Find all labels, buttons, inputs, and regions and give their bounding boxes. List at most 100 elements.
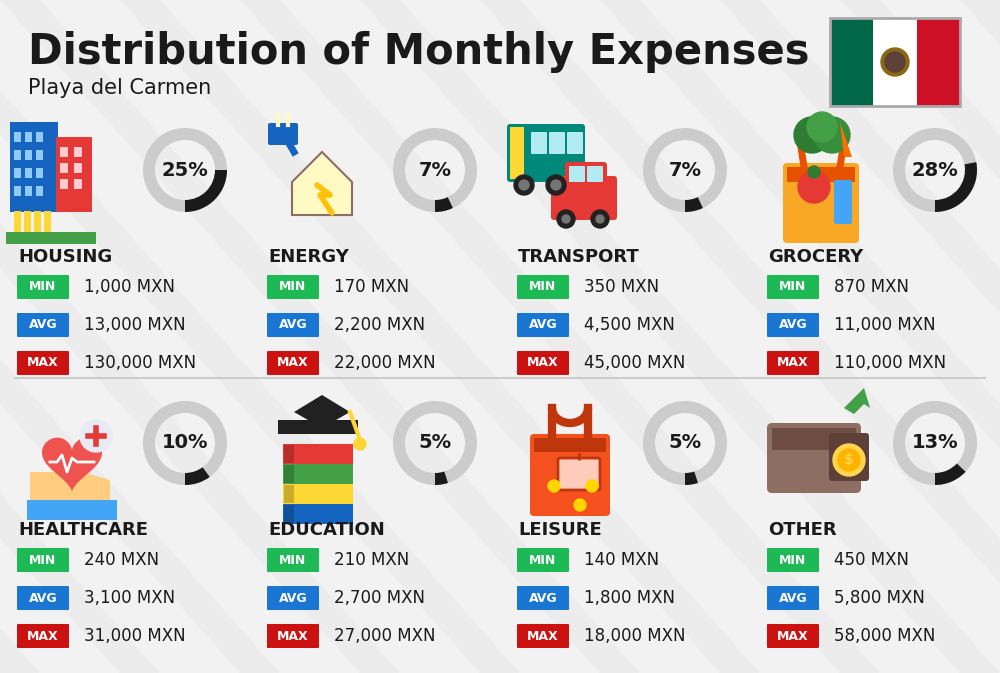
- Text: 2,700 MXN: 2,700 MXN: [334, 589, 425, 607]
- Text: MIN: MIN: [529, 553, 557, 567]
- FancyBboxPatch shape: [44, 211, 51, 233]
- FancyBboxPatch shape: [14, 168, 21, 178]
- Text: 450 MXN: 450 MXN: [834, 551, 909, 569]
- FancyBboxPatch shape: [36, 132, 43, 142]
- FancyBboxPatch shape: [834, 180, 852, 224]
- Wedge shape: [393, 401, 477, 485]
- Circle shape: [519, 180, 529, 190]
- FancyBboxPatch shape: [6, 232, 96, 244]
- FancyBboxPatch shape: [36, 186, 43, 196]
- Polygon shape: [480, 0, 1000, 673]
- Wedge shape: [143, 128, 227, 212]
- FancyBboxPatch shape: [531, 132, 547, 154]
- Wedge shape: [185, 467, 210, 485]
- Text: AVG: AVG: [779, 592, 807, 604]
- Wedge shape: [893, 128, 977, 212]
- FancyBboxPatch shape: [267, 586, 319, 610]
- FancyBboxPatch shape: [587, 166, 603, 182]
- FancyBboxPatch shape: [10, 122, 58, 212]
- Circle shape: [838, 449, 860, 471]
- Text: 1,800 MXN: 1,800 MXN: [584, 589, 675, 607]
- Text: MIN: MIN: [529, 281, 557, 293]
- Text: 58,000 MXN: 58,000 MXN: [834, 627, 935, 645]
- Polygon shape: [0, 0, 520, 673]
- FancyBboxPatch shape: [36, 168, 43, 178]
- FancyBboxPatch shape: [267, 548, 319, 572]
- Wedge shape: [435, 197, 453, 212]
- Circle shape: [794, 117, 830, 153]
- FancyBboxPatch shape: [530, 434, 610, 516]
- Text: 11,000 MXN: 11,000 MXN: [834, 316, 936, 334]
- Circle shape: [562, 215, 570, 223]
- Wedge shape: [393, 128, 477, 212]
- FancyBboxPatch shape: [283, 484, 353, 504]
- Text: 4,500 MXN: 4,500 MXN: [584, 316, 675, 334]
- Wedge shape: [935, 162, 977, 212]
- FancyBboxPatch shape: [17, 275, 69, 299]
- Wedge shape: [185, 170, 227, 212]
- Circle shape: [814, 117, 850, 153]
- Text: 210 MXN: 210 MXN: [334, 551, 409, 569]
- Text: AVG: AVG: [29, 592, 57, 604]
- FancyBboxPatch shape: [517, 586, 569, 610]
- Text: 7%: 7%: [668, 160, 702, 180]
- Circle shape: [546, 175, 566, 195]
- Polygon shape: [0, 0, 40, 673]
- FancyBboxPatch shape: [517, 548, 569, 572]
- Wedge shape: [643, 401, 727, 485]
- Text: EDUCATION: EDUCATION: [268, 521, 385, 539]
- FancyBboxPatch shape: [36, 150, 43, 160]
- Circle shape: [807, 112, 837, 142]
- Text: 7%: 7%: [418, 160, 452, 180]
- Text: AVG: AVG: [279, 592, 307, 604]
- Circle shape: [591, 210, 609, 228]
- FancyBboxPatch shape: [267, 313, 319, 337]
- FancyBboxPatch shape: [267, 624, 319, 648]
- Text: MAX: MAX: [27, 357, 59, 369]
- Text: LEISURE: LEISURE: [518, 521, 602, 539]
- FancyBboxPatch shape: [267, 275, 319, 299]
- Text: 25%: 25%: [162, 160, 208, 180]
- Text: TRANSPORT: TRANSPORT: [518, 248, 640, 266]
- FancyBboxPatch shape: [565, 162, 607, 188]
- FancyBboxPatch shape: [17, 313, 69, 337]
- Text: MIN: MIN: [29, 553, 57, 567]
- Text: 28%: 28%: [912, 160, 958, 180]
- Wedge shape: [685, 197, 703, 212]
- Wedge shape: [935, 464, 966, 485]
- FancyBboxPatch shape: [27, 500, 117, 520]
- Polygon shape: [840, 122, 852, 157]
- FancyBboxPatch shape: [74, 179, 82, 189]
- FancyBboxPatch shape: [517, 313, 569, 337]
- FancyBboxPatch shape: [25, 150, 32, 160]
- Text: MIN: MIN: [779, 281, 807, 293]
- FancyBboxPatch shape: [567, 132, 583, 154]
- FancyBboxPatch shape: [284, 485, 294, 503]
- Text: AVG: AVG: [29, 318, 57, 332]
- Text: 13,000 MXN: 13,000 MXN: [84, 316, 186, 334]
- FancyBboxPatch shape: [14, 211, 21, 233]
- FancyBboxPatch shape: [268, 123, 298, 145]
- FancyBboxPatch shape: [17, 624, 69, 648]
- Text: GROCERY: GROCERY: [768, 248, 863, 266]
- Polygon shape: [720, 0, 1000, 673]
- FancyBboxPatch shape: [60, 179, 68, 189]
- FancyBboxPatch shape: [284, 505, 294, 523]
- Wedge shape: [143, 401, 227, 485]
- Text: 45,000 MXN: 45,000 MXN: [584, 354, 685, 372]
- Circle shape: [557, 210, 575, 228]
- Text: 240 MXN: 240 MXN: [84, 551, 159, 569]
- Text: OTHER: OTHER: [768, 521, 837, 539]
- FancyBboxPatch shape: [517, 351, 569, 375]
- Polygon shape: [960, 0, 1000, 673]
- Circle shape: [596, 215, 604, 223]
- Polygon shape: [360, 0, 1000, 673]
- FancyBboxPatch shape: [510, 127, 524, 179]
- Text: $: $: [844, 453, 854, 467]
- FancyBboxPatch shape: [25, 168, 32, 178]
- FancyBboxPatch shape: [14, 150, 21, 160]
- Text: AVG: AVG: [279, 318, 307, 332]
- Text: 5,800 MXN: 5,800 MXN: [834, 589, 925, 607]
- Polygon shape: [0, 0, 160, 673]
- Text: MAX: MAX: [777, 357, 809, 369]
